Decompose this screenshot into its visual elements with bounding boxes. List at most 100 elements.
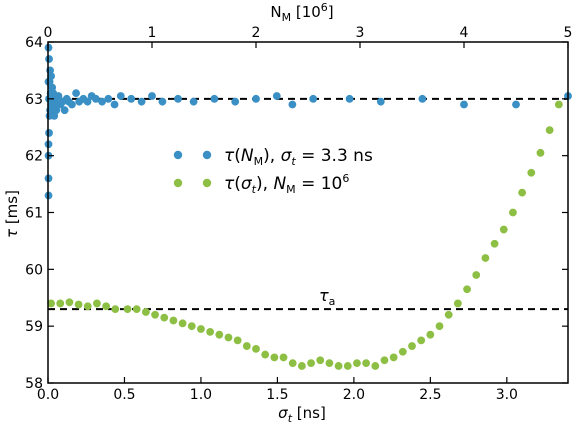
data-point — [252, 94, 260, 103]
data-point — [444, 310, 453, 319]
data-point — [499, 225, 508, 234]
data-point — [325, 359, 334, 368]
data-point — [463, 285, 471, 294]
data-point — [309, 94, 318, 103]
y-tick-label: 63 — [25, 92, 43, 108]
data-point — [426, 330, 435, 339]
legend-label-nm: τ(NM), σt = 3.3 ns — [224, 146, 373, 168]
data-point — [148, 92, 156, 100]
x-bottom-tick-label: 3.0 — [496, 387, 518, 403]
series-1 — [47, 100, 563, 370]
y-tick-label: 60 — [25, 262, 43, 278]
data-point — [72, 89, 80, 98]
series-0 — [44, 43, 572, 200]
data-point — [116, 92, 125, 100]
y-tick-label: 59 — [25, 319, 43, 335]
data-point — [297, 362, 306, 370]
x-top-tick-label: 3 — [356, 25, 365, 41]
data-point — [47, 72, 56, 80]
data-point — [151, 310, 159, 319]
data-point — [460, 100, 468, 109]
data-point — [288, 359, 297, 368]
legend-marker-blue-2 — [202, 150, 212, 160]
data-point — [47, 299, 55, 308]
data-point — [279, 353, 288, 362]
data-point — [453, 299, 462, 308]
data-point — [123, 305, 132, 314]
data-point — [60, 106, 69, 115]
bottom-axis-label-sub: t — [288, 412, 293, 425]
data-point — [417, 336, 426, 345]
data-point — [343, 362, 352, 370]
data-point — [353, 359, 361, 368]
data-point — [215, 330, 224, 339]
data-point — [371, 362, 380, 370]
data-point — [137, 97, 146, 106]
data-point — [288, 100, 297, 109]
data-point — [334, 362, 343, 370]
data-point — [545, 126, 554, 134]
data-point — [481, 254, 490, 262]
data-point — [45, 55, 53, 63]
data-point — [270, 353, 279, 362]
data-point — [56, 299, 65, 308]
x-top-tick-label: 4 — [460, 25, 469, 41]
x-bottom-tick-label: 2.5 — [419, 387, 441, 403]
data-point — [307, 359, 315, 368]
data-point — [68, 100, 76, 109]
top-axis-label-sub: M — [282, 11, 292, 24]
data-point — [65, 298, 74, 307]
data-point — [74, 300, 83, 309]
data-point — [104, 94, 113, 103]
data-point — [102, 302, 111, 311]
data-point — [272, 92, 281, 100]
data-point — [472, 271, 481, 279]
data-point — [224, 333, 233, 342]
data-point — [197, 325, 205, 333]
y-tick-label: 62 — [25, 149, 43, 165]
data-point — [509, 208, 517, 217]
data-point — [83, 97, 92, 106]
data-point — [536, 148, 545, 157]
reference-lines — [48, 97, 568, 311]
data-point — [83, 302, 92, 311]
series-layer — [44, 43, 572, 370]
y-tick-label: 64 — [25, 35, 43, 51]
legend-marker-green-1 — [173, 178, 183, 188]
top-axis-label-n: N — [270, 3, 281, 21]
ticks-layer: 0.0 0.5 1.0 1.5 2.0 2.5 3.0 0 1 2 3 4 5 58 59 60 61 62 63 6… — [25, 25, 572, 403]
y-axis-label-tau: τ — [3, 228, 21, 238]
bottom-axis-label-unit: [ns] — [292, 404, 326, 422]
bottom-axis-label-sigma: σ — [278, 404, 288, 422]
data-point — [98, 97, 106, 106]
bottom-axis: σt [ns] — [278, 404, 326, 425]
data-point — [110, 100, 119, 109]
data-point — [160, 313, 169, 322]
data-point — [141, 308, 150, 316]
data-point — [408, 342, 416, 350]
x-top-tick-label: 0 — [44, 25, 53, 41]
y-axis-label-unit: [ms] — [3, 190, 21, 229]
data-point — [527, 168, 536, 177]
data-point — [435, 322, 444, 331]
y-tick-label: 58 — [25, 376, 43, 392]
data-point — [389, 353, 398, 362]
data-point — [554, 100, 563, 109]
top-axis-label-unit: [10 — [291, 3, 321, 21]
legend-marker-blue-1 — [173, 150, 183, 160]
data-point — [233, 336, 242, 345]
data-point — [91, 94, 100, 103]
data-point — [178, 319, 187, 328]
data-point — [242, 342, 251, 350]
data-point — [169, 316, 178, 325]
y-axis-label: τ [ms] — [3, 190, 21, 238]
top-axis-label: NM [106] — [270, 1, 333, 24]
x-top-tick-label: 1 — [148, 25, 157, 41]
data-point — [132, 305, 141, 314]
data-point — [45, 129, 53, 137]
data-point — [206, 327, 215, 336]
data-point — [174, 94, 182, 103]
top-axis-label-exp: 6 — [321, 1, 328, 14]
y-tick-label: 61 — [25, 206, 43, 222]
